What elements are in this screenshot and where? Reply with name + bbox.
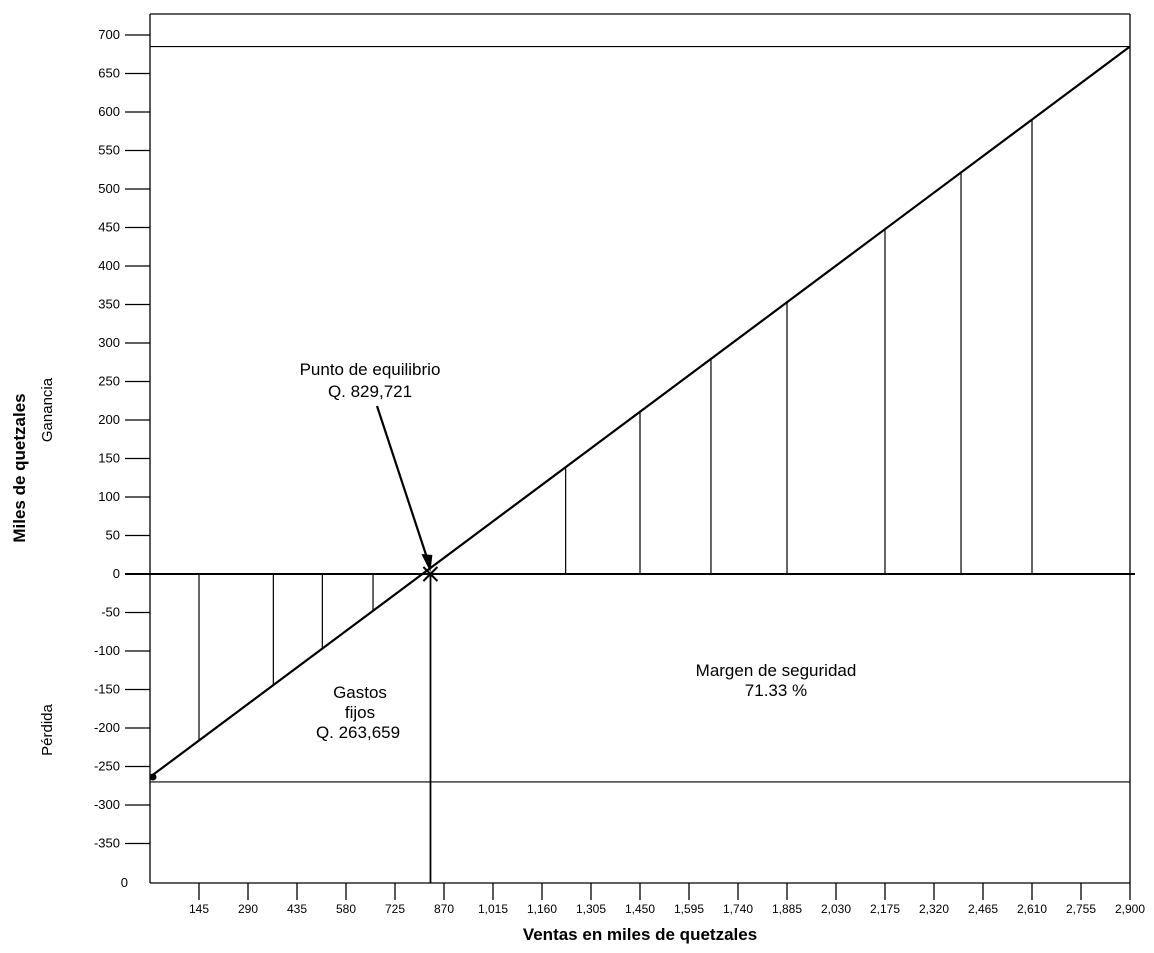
- break-even-value: Q. 829,721: [328, 382, 412, 401]
- x-tick-label: 870: [434, 902, 454, 916]
- break-even-arrow-shaft: [375, 405, 430, 563]
- x-tick-label: 1,595: [674, 902, 704, 916]
- y-tick-label: 700: [98, 27, 120, 42]
- y-tick-label: 600: [98, 104, 120, 119]
- break-even-marker: [422, 566, 439, 582]
- y-tick-label: 400: [98, 258, 120, 273]
- break-even-arrow-head: [421, 554, 433, 572]
- y-tick-label: -100: [94, 643, 120, 658]
- loss-side-label: Pérdida: [39, 703, 56, 755]
- x-tick-label: 2,320: [919, 902, 949, 916]
- plot-frame: [149, 13, 1131, 884]
- x-tick-label: 435: [287, 902, 307, 916]
- y-tick-label: 300: [98, 335, 120, 350]
- y-axis-title: Miles de quetzales: [10, 393, 29, 542]
- x-tick-label: 2,465: [968, 902, 998, 916]
- safety-margin-title: Margen de seguridad: [696, 661, 857, 680]
- x-tick-label: 1,450: [625, 902, 655, 916]
- y-tick-label: -250: [94, 759, 120, 774]
- fixed-costs-value: Q. 263,659: [316, 723, 400, 742]
- y-tick-label: 200: [98, 412, 120, 427]
- x-tick-label: 725: [385, 902, 405, 916]
- annotations: Punto de equilibrio Q. 829,721 Gastos fi…: [300, 360, 857, 742]
- profit-loss-bars: [198, 119, 1033, 741]
- x-axis-title: Ventas en miles de quetzales: [523, 925, 757, 944]
- x-tick-label: 2,175: [870, 902, 900, 916]
- x-tick-label: 580: [336, 902, 356, 916]
- y-tick-label: 150: [98, 451, 120, 466]
- y-tick-label: 100: [98, 489, 120, 504]
- y-tick-label: -300: [94, 797, 120, 812]
- fixed-cost-point: [149, 773, 157, 781]
- break-even-title: Punto de equilibrio: [300, 360, 441, 379]
- fixed-costs-label-1: Gastos: [333, 683, 387, 702]
- y-origin-label: 0: [121, 875, 128, 890]
- x-tick-label: 2,755: [1066, 902, 1096, 916]
- x-tick-label: 1,015: [478, 902, 508, 916]
- x-tick-label: 2,610: [1017, 902, 1047, 916]
- y-tick-label: 250: [98, 374, 120, 389]
- axis-titles: Ventas en miles de quetzales Miles de qu…: [10, 377, 757, 944]
- x-tick-label: 1,160: [527, 902, 557, 916]
- series-lines: [149, 45, 1131, 781]
- y-tick-label: -50: [101, 605, 120, 620]
- x-tick-label: 1,305: [576, 902, 606, 916]
- y-tick-label: -150: [94, 682, 120, 697]
- x-axis-ticks: 145 290 435 580 725 870 1,015 1,160 1,305 1,450 1,…: [189, 883, 1145, 916]
- y-tick-label: 500: [98, 181, 120, 196]
- y-tick-label: 650: [98, 66, 120, 81]
- y-axis-ticks: 7006506005505004504003503002502001501005…: [94, 27, 150, 890]
- y-tick-label: 450: [98, 220, 120, 235]
- x-tick-label: 290: [238, 902, 258, 916]
- y-tick-label: -200: [94, 720, 120, 735]
- y-tick-label: 550: [98, 143, 120, 158]
- y-tick-label: 50: [106, 528, 120, 543]
- profit-side-label: Ganancia: [39, 377, 56, 442]
- x-tick-label: 1,885: [772, 902, 802, 916]
- y-tick-label: -350: [94, 836, 120, 851]
- reference-lines: [125, 45, 1135, 883]
- profit-line: [149, 45, 1131, 778]
- x-tick-label: 2,030: [821, 902, 851, 916]
- y-tick-label: 0: [113, 566, 120, 581]
- x-tick-label: 2,900: [1115, 902, 1145, 916]
- fixed-costs-label-2: fijos: [345, 703, 375, 722]
- x-tick-label: 1,740: [723, 902, 753, 916]
- safety-margin-value: 71.33 %: [745, 681, 807, 700]
- x-tick-label: 145: [189, 902, 209, 916]
- y-tick-label: 350: [98, 297, 120, 312]
